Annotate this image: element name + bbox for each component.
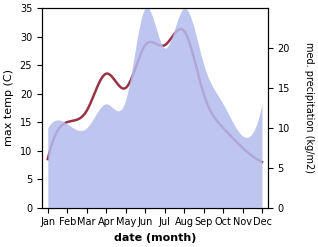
X-axis label: date (month): date (month) — [114, 233, 196, 243]
Y-axis label: max temp (C): max temp (C) — [4, 69, 14, 146]
Y-axis label: med. precipitation (kg/m2): med. precipitation (kg/m2) — [304, 42, 314, 173]
